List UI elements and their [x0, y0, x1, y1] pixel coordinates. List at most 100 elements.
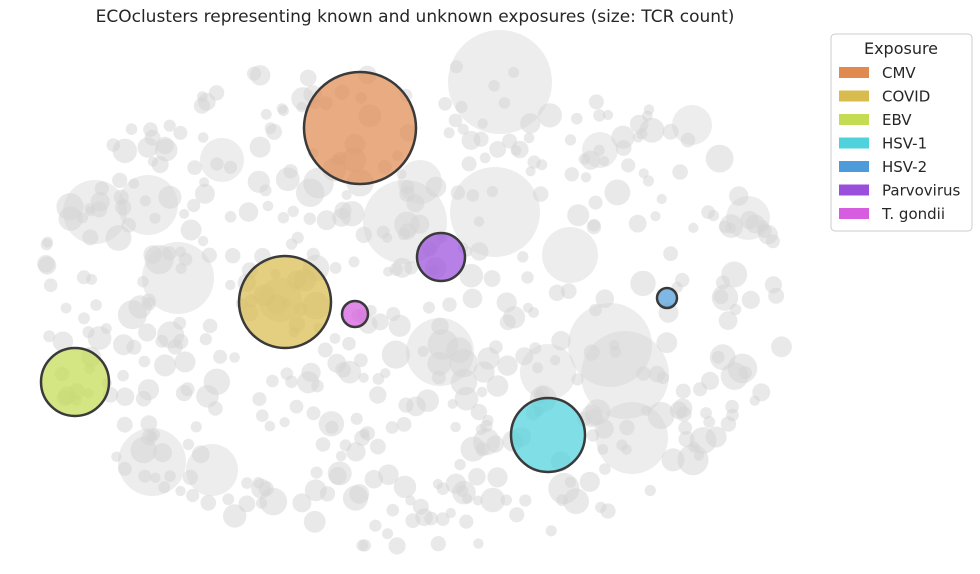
background-cluster [370, 438, 386, 455]
background-cluster [771, 336, 792, 358]
legend-label-t-gondii: T. gondii [881, 205, 945, 223]
background-cluster [289, 399, 304, 414]
background-cluster [193, 97, 210, 114]
background-cluster [222, 493, 235, 506]
background-cluster [680, 132, 696, 148]
background-cluster [594, 419, 614, 439]
background-cluster [427, 351, 452, 376]
background-cluster [43, 278, 58, 293]
background-cluster [718, 311, 738, 330]
background-cluster [208, 401, 223, 416]
background-cluster [489, 141, 507, 158]
background-cluster [455, 101, 468, 113]
background-cluster [187, 198, 201, 213]
background-cluster [182, 469, 198, 485]
background-cluster [560, 283, 577, 299]
background-cluster [52, 331, 74, 352]
background-cluster [115, 387, 135, 406]
background-cluster [111, 451, 122, 462]
background-cluster [175, 263, 187, 274]
background-cluster [720, 362, 749, 390]
background-cluster [636, 366, 651, 381]
background-cluster [432, 478, 443, 490]
background-cluster [304, 479, 327, 502]
background-cluster [369, 519, 382, 532]
background-cluster [125, 123, 138, 135]
background-cluster [210, 157, 224, 171]
background-cluster [460, 436, 486, 462]
background-cluster [688, 222, 699, 233]
background-cluster [643, 104, 655, 115]
background-cluster [393, 475, 417, 499]
background-cluster [137, 276, 149, 288]
background-cluster [191, 445, 210, 464]
background-cluster [149, 212, 161, 224]
background-cluster [707, 210, 720, 222]
background-cluster [37, 254, 55, 273]
background-cluster [536, 159, 548, 171]
background-cluster [310, 466, 323, 479]
background-cluster [595, 289, 615, 309]
background-clusters [37, 30, 792, 555]
background-cluster [729, 186, 749, 206]
background-cluster [296, 178, 325, 207]
legend-swatch-hsv-1 [839, 137, 869, 149]
background-cluster [266, 374, 279, 388]
background-cluster [223, 504, 247, 528]
background-cluster [255, 409, 269, 423]
background-cluster [630, 270, 656, 297]
background-cluster [200, 495, 217, 511]
background-cluster [703, 416, 716, 428]
background-cluster [138, 355, 151, 368]
background-cluster [564, 476, 577, 488]
background-cluster [179, 208, 190, 219]
background-cluster [208, 85, 225, 101]
background-cluster [483, 270, 501, 287]
background-cluster [442, 297, 457, 312]
background-cluster [399, 186, 416, 202]
background-cluster [203, 368, 230, 395]
background-cluster [386, 503, 400, 517]
background-cluster [711, 284, 739, 311]
background-cluster [486, 185, 498, 198]
background-cluster [115, 199, 132, 216]
background-cluster [187, 160, 203, 176]
background-cluster [459, 514, 474, 529]
background-cluster [533, 389, 544, 399]
background-cluster [450, 421, 461, 433]
background-cluster [498, 97, 511, 109]
background-cluster [705, 144, 734, 173]
background-cluster [425, 176, 447, 198]
background-cluster [448, 30, 552, 134]
background-cluster [461, 156, 477, 172]
background-cluster [315, 437, 331, 452]
background-cluster [473, 216, 485, 227]
background-cluster [90, 299, 102, 311]
background-cluster [213, 349, 228, 364]
background-cluster [629, 114, 649, 134]
background-cluster [287, 205, 299, 218]
background-cluster [249, 136, 271, 158]
background-cluster [551, 331, 571, 351]
background-cluster [87, 326, 112, 350]
background-cluster [238, 495, 256, 513]
legend-label-hsv-1: HSV-1 [882, 135, 927, 153]
background-cluster [519, 494, 532, 507]
background-cluster [250, 65, 271, 86]
background-cluster [369, 386, 387, 404]
background-cluster [238, 202, 259, 222]
background-cluster [56, 193, 84, 221]
background-cluster [628, 214, 647, 233]
background-cluster [599, 156, 610, 167]
background-cluster [251, 478, 272, 499]
background-cluster [158, 481, 171, 494]
background-cluster [157, 321, 185, 349]
background-cluster [545, 525, 557, 537]
background-cluster [520, 344, 576, 400]
background-cluster [678, 421, 693, 435]
background-cluster [316, 210, 337, 231]
background-cluster [609, 346, 622, 358]
background-cluster [85, 206, 96, 217]
legend-title: Exposure [864, 39, 938, 58]
background-cluster [525, 166, 536, 177]
